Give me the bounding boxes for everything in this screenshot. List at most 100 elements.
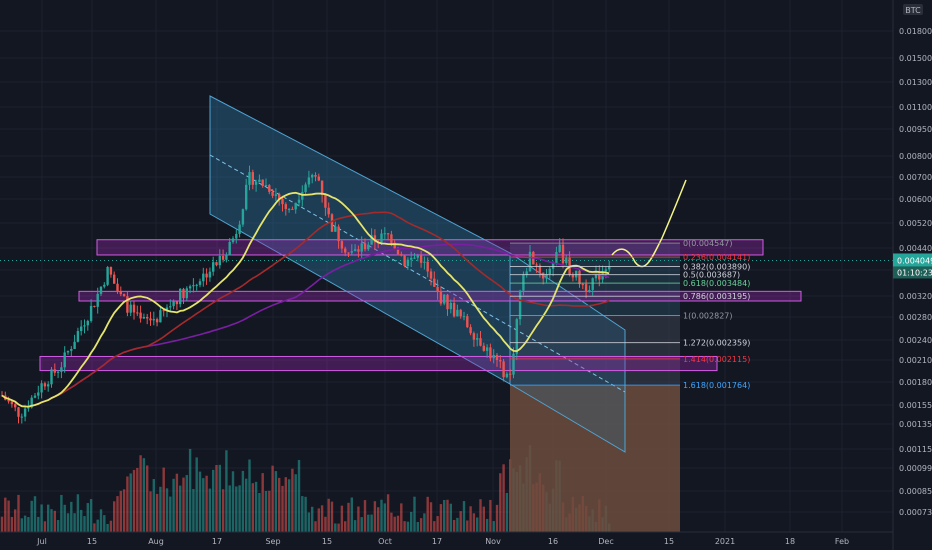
volume-bar bbox=[30, 500, 33, 532]
candle-body bbox=[403, 255, 406, 267]
candle-body bbox=[182, 288, 185, 299]
candle-body bbox=[459, 309, 462, 317]
x-tick-label: 17 bbox=[432, 537, 442, 546]
volume-bar bbox=[0, 516, 4, 532]
x-tick-label: Nov bbox=[485, 537, 501, 546]
volume-bar bbox=[126, 476, 129, 532]
volume-bar bbox=[284, 477, 287, 532]
volume-bar bbox=[419, 518, 423, 532]
volume-bar bbox=[502, 464, 505, 532]
volume-bar bbox=[469, 506, 472, 532]
volume-bar bbox=[380, 499, 383, 532]
candle-body bbox=[476, 338, 479, 340]
candle-body bbox=[218, 256, 221, 266]
candle-body bbox=[588, 289, 591, 292]
volume-bar bbox=[60, 494, 63, 532]
candle-body bbox=[122, 294, 126, 297]
volume-bar bbox=[386, 494, 390, 532]
candle-body bbox=[251, 172, 254, 185]
candle-body bbox=[294, 202, 297, 210]
candle-body bbox=[373, 235, 377, 243]
volume-bar bbox=[17, 494, 20, 532]
candle-body bbox=[413, 257, 416, 259]
candle-body bbox=[30, 397, 33, 408]
volume-bar bbox=[129, 473, 132, 532]
volume-bar bbox=[287, 479, 291, 532]
candle-body bbox=[469, 327, 472, 334]
volume-bar bbox=[165, 488, 169, 532]
candle-body bbox=[545, 274, 548, 279]
candle-body bbox=[99, 286, 103, 294]
volume-bar bbox=[43, 521, 47, 532]
fib-levels: 0(0.004547) 0.236(0.004141)0.382(0.003890… bbox=[510, 239, 750, 390]
candle-body bbox=[565, 257, 568, 264]
current-price-badge bbox=[893, 253, 932, 267]
x-tick-label: 2021 bbox=[715, 537, 735, 546]
support-zone-upper bbox=[96, 239, 764, 256]
volume-bar bbox=[40, 504, 43, 532]
fib-label: 0.786(0.003195) bbox=[683, 292, 750, 301]
candle-body bbox=[33, 395, 37, 398]
volume-bar bbox=[116, 496, 119, 532]
volume-bar bbox=[172, 478, 175, 532]
candle-body bbox=[337, 226, 340, 242]
volume-bar bbox=[449, 503, 452, 532]
volume-bar bbox=[485, 518, 489, 532]
candle-body bbox=[525, 271, 528, 275]
volume-bar bbox=[344, 521, 347, 532]
x-tick-label: 15 bbox=[664, 537, 674, 546]
volume-bar bbox=[215, 464, 218, 532]
candle-body bbox=[261, 179, 264, 186]
candle-body bbox=[50, 369, 53, 385]
volume-bar bbox=[301, 496, 304, 532]
candles bbox=[0, 165, 611, 424]
candle-body bbox=[386, 233, 390, 235]
candle-body bbox=[518, 290, 522, 320]
volume-bar bbox=[238, 485, 241, 532]
candle-body bbox=[14, 404, 17, 408]
candle-body bbox=[426, 261, 429, 272]
volume-bar bbox=[198, 471, 202, 532]
candle-body bbox=[221, 256, 225, 260]
candle-body bbox=[485, 347, 489, 351]
candle-body bbox=[89, 305, 93, 321]
fib-label: 1.414(0.002115) bbox=[683, 355, 750, 364]
candle-body bbox=[149, 318, 152, 321]
y-tick-label: 0.000730 bbox=[899, 508, 932, 517]
channel-projection bbox=[509, 252, 626, 453]
candle-body bbox=[202, 273, 205, 282]
volume-bar bbox=[499, 473, 502, 532]
volume-bar bbox=[205, 475, 208, 532]
volume-bar bbox=[37, 516, 40, 532]
volume-bar bbox=[228, 485, 231, 532]
candle-body bbox=[126, 296, 129, 313]
volume-bar bbox=[66, 513, 70, 532]
volume-bar bbox=[406, 521, 410, 532]
volume-bar bbox=[80, 509, 83, 532]
currency-tag-label: BTC bbox=[905, 6, 921, 15]
volume-bar bbox=[268, 490, 271, 532]
volume-bar bbox=[89, 499, 93, 532]
x-tick-label: 18 bbox=[785, 537, 795, 546]
candle-body bbox=[165, 307, 169, 311]
volume-bar bbox=[103, 515, 106, 532]
target-zone-box bbox=[510, 385, 680, 532]
candle-body bbox=[70, 348, 73, 351]
volume-bar bbox=[70, 501, 73, 532]
candle-body bbox=[495, 355, 499, 361]
candle-body bbox=[439, 292, 443, 304]
candle-body bbox=[558, 244, 561, 253]
candle-body bbox=[334, 226, 337, 232]
candle-body bbox=[353, 249, 357, 252]
candle-body bbox=[423, 261, 426, 263]
volume-bar bbox=[347, 502, 350, 532]
volume-bar bbox=[86, 503, 89, 532]
candle-body bbox=[291, 208, 294, 210]
